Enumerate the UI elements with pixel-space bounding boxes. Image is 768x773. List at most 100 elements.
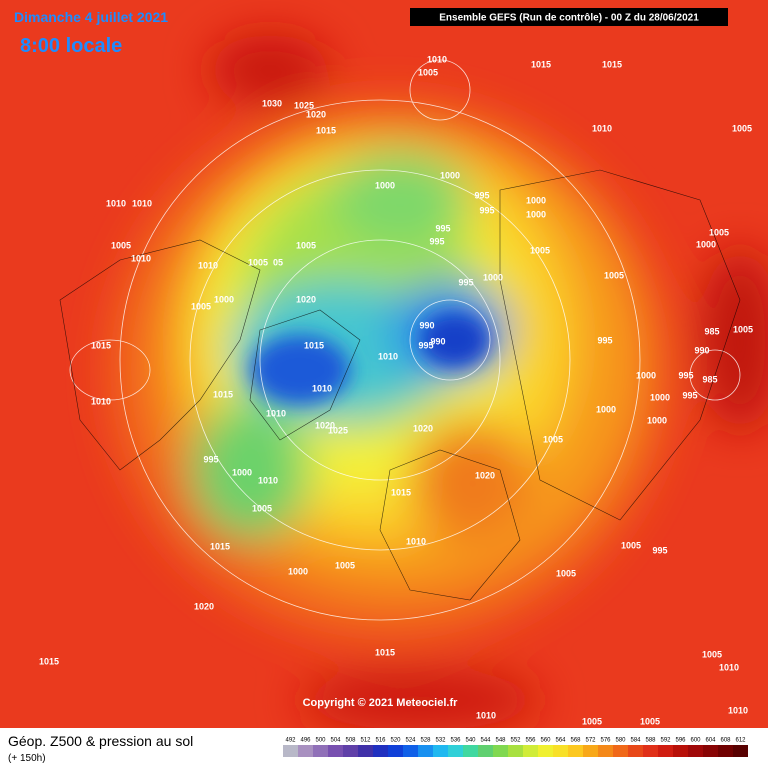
scale-swatch [283,745,298,757]
pressure-label: 995 [678,370,693,380]
scale-label: 576 [600,738,611,744]
scale-label: 604 [705,738,716,744]
run-info: Ensemble GEFS (Run de contrôle) - 00 Z d… [439,13,699,24]
pressure-label: 1000 [526,195,546,205]
scale-swatch [568,745,583,757]
pressure-label: 995 [435,223,450,233]
pressure-label: 1010 [728,705,748,715]
pressure-label: 1015 [531,59,551,69]
pressure-label: 1000 [232,467,252,477]
scale-swatch [388,745,403,757]
pressure-label: 1005 [543,434,563,444]
scale-swatch [358,745,373,757]
scale-label: 516 [375,738,386,744]
pressure-label: 1005 [418,67,438,77]
scale-swatch [553,745,568,757]
pressure-label: 1010 [312,383,332,393]
pressure-label: 1010 [406,536,426,546]
pressure-label: 1005 [191,301,211,311]
pressure-label: 1020 [475,470,495,480]
pressure-label: 985 [702,374,717,384]
pressure-label: 1015 [375,647,395,657]
scale-label: 500 [315,738,326,744]
time: 8:00 locale [20,35,122,57]
scale-swatch [463,745,478,757]
scale-swatch [658,745,673,757]
scale-swatch [328,745,343,757]
pressure-label: 1015 [39,656,59,666]
scale-label: 536 [450,738,461,744]
header-bar [410,8,728,26]
pressure-label: 1015 [602,59,622,69]
pressure-label: 1010 [378,351,398,361]
pressure-label: 1000 [526,209,546,219]
scale-label: 584 [630,738,641,744]
pressure-label: 1005 [252,503,272,513]
pressure-label: 1010 [198,260,218,270]
scale-label: 492 [285,738,296,744]
scale-swatch [583,745,598,757]
scale-label: 496 [300,738,311,744]
scale-swatch [733,745,748,757]
pressure-label: 05 [273,257,283,267]
scale-label: 528 [420,738,431,744]
pressure-label: 1000 [596,404,616,414]
scale-label: 504 [330,738,341,744]
pressure-label: 1010 [131,253,151,263]
pressure-label: 1005 [335,560,355,570]
pressure-label: 1010 [476,710,496,720]
pressure-label: 1005 [732,123,752,133]
pressure-label: 1005 [733,324,753,334]
scale-label: 524 [405,738,416,744]
scale-swatch [688,745,703,757]
pressure-label: 1015 [210,541,230,551]
color-scale: 492 496 500 504 508 512 516 520 524 528 532 536 540 5… [283,738,748,757]
pressure-label: 995 [479,205,494,215]
pressure-label: 1005 [709,227,729,237]
lead-time: (+ 150h) [8,753,46,764]
scale-label: 548 [495,738,506,744]
legend-title: Géop. Z500 & pression au sol [8,733,193,749]
pressure-label: 1005 [111,240,131,250]
scale-swatch [373,745,388,757]
pressure-label: 1010 [719,662,739,672]
scale-swatch [613,745,628,757]
scale-label: 596 [675,738,686,744]
scale-label: 612 [735,738,746,744]
scale-label: 544 [480,738,491,744]
scale-swatch [313,745,328,757]
pressure-label: 990 [694,345,709,355]
scale-label: 564 [555,738,566,744]
pressure-label: 1000 [440,170,460,180]
pressure-label: 990 [419,320,434,330]
scale-swatch [403,745,418,757]
scale-swatch [598,745,613,757]
scale-swatch [643,745,658,757]
date: Dimanche 4 juillet 2021 [14,9,168,25]
scale-label: 508 [345,738,356,744]
pressure-label: 1020 [194,601,214,611]
scale-label: 608 [720,738,731,744]
pressure-label: 995 [418,340,433,350]
scale-label: 572 [585,738,596,744]
pressure-label: 1000 [288,566,308,576]
field [0,0,768,728]
pressure-label: 995 [203,454,218,464]
pressure-label: 1005 [621,540,641,550]
pressure-label: 1015 [213,389,233,399]
scale-swatch [703,745,718,757]
pressure-label: 1005 [556,568,576,578]
scale-swatch [418,745,433,757]
pressure-label: 1000 [214,294,234,304]
pressure-label: 1015 [316,125,336,135]
scale-swatch [523,745,538,757]
scale-label: 600 [690,738,701,744]
scale-swatch [508,745,523,757]
pressure-label: 990 [430,336,445,346]
pressure-label: 995 [458,277,473,287]
pressure-label: 1005 [640,716,660,726]
scale-swatch [343,745,358,757]
scale-label: 560 [540,738,551,744]
